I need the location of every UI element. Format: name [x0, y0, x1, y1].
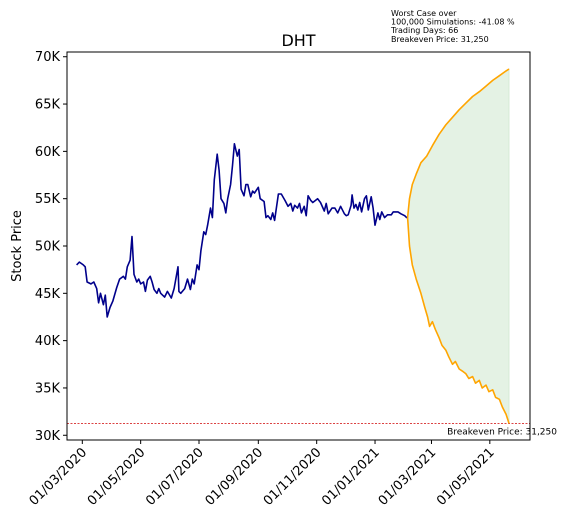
plot-area — [67, 68, 530, 424]
lower-bound-line — [406, 217, 510, 424]
y-tick-label: 70K — [35, 50, 61, 65]
y-tick-label: 65K — [35, 98, 61, 113]
y-tick-label: 50K — [35, 240, 61, 255]
y-axis: 30K 35K 40K 45K 50K 55K 60K 65K 70K — [35, 50, 67, 444]
annotation-line: Worst Case over — [391, 9, 457, 18]
upper-bound-line — [406, 68, 510, 218]
chart-title: DHT — [281, 31, 315, 50]
annotation-line: Breakeven Price: 31,250 — [391, 35, 489, 44]
y-axis-title: Stock Price — [10, 210, 25, 282]
y-tick-label: 60K — [35, 145, 61, 160]
y-tick-label: 55K — [35, 192, 61, 207]
y-tick-label: 45K — [35, 287, 61, 302]
breakeven-label: Breakeven Price: 31,250 — [447, 427, 557, 437]
annotation-line: Trading Days: 66 — [390, 26, 458, 35]
history-series-line — [76, 143, 408, 318]
annotation-line: 100,000 Simulations: -41.08 % — [391, 18, 515, 27]
y-tick-label: 40K — [35, 334, 61, 349]
y-tick-label: 35K — [35, 381, 61, 396]
y-tick-label: 30K — [35, 429, 61, 444]
